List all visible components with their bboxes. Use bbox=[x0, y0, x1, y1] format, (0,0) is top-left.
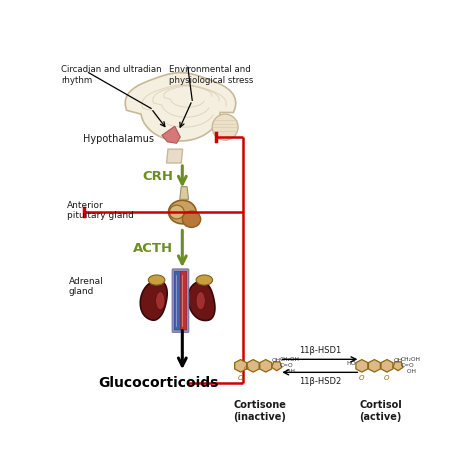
Ellipse shape bbox=[148, 275, 165, 285]
FancyBboxPatch shape bbox=[181, 271, 187, 330]
Text: Cortisol
(active): Cortisol (active) bbox=[359, 400, 402, 422]
Polygon shape bbox=[125, 73, 236, 141]
Ellipse shape bbox=[182, 211, 201, 227]
Ellipse shape bbox=[212, 114, 238, 140]
Ellipse shape bbox=[170, 205, 184, 219]
Text: Environmental and
physiological stress: Environmental and physiological stress bbox=[169, 65, 254, 85]
Polygon shape bbox=[166, 149, 182, 163]
Text: 11β-HSD1: 11β-HSD1 bbox=[299, 346, 341, 355]
Text: Hypothalamus: Hypothalamus bbox=[83, 133, 154, 143]
Polygon shape bbox=[368, 360, 380, 372]
Polygon shape bbox=[140, 281, 167, 320]
Polygon shape bbox=[393, 362, 403, 371]
Text: Glucocorticoids: Glucocorticoids bbox=[98, 376, 218, 390]
Ellipse shape bbox=[196, 275, 213, 285]
Text: CRH: CRH bbox=[142, 170, 173, 183]
Ellipse shape bbox=[169, 200, 196, 224]
Polygon shape bbox=[188, 281, 215, 321]
Polygon shape bbox=[180, 187, 189, 199]
Text: O: O bbox=[238, 375, 243, 381]
Ellipse shape bbox=[155, 291, 165, 310]
Polygon shape bbox=[272, 362, 282, 371]
Text: O: O bbox=[384, 375, 390, 381]
FancyBboxPatch shape bbox=[174, 271, 181, 330]
Polygon shape bbox=[356, 360, 368, 372]
Text: O: O bbox=[243, 367, 248, 371]
Polygon shape bbox=[260, 360, 272, 372]
Text: O: O bbox=[359, 375, 365, 381]
FancyBboxPatch shape bbox=[172, 269, 189, 333]
Text: ACTH: ACTH bbox=[133, 242, 173, 255]
Text: Anterior
pituitary gland: Anterior pituitary gland bbox=[66, 201, 134, 220]
Polygon shape bbox=[381, 360, 393, 372]
Text: Cortisone
(inactive): Cortisone (inactive) bbox=[233, 400, 286, 422]
Polygon shape bbox=[162, 126, 180, 143]
Polygon shape bbox=[235, 360, 246, 372]
Text: CH₂OH
C=O
 OH: CH₂OH C=O OH bbox=[401, 357, 421, 375]
Text: OH: OH bbox=[393, 358, 402, 363]
Text: 11β-HSD2: 11β-HSD2 bbox=[299, 376, 341, 386]
Text: HO: HO bbox=[346, 361, 356, 367]
Text: CH₂OH
C=O
 OH: CH₂OH C=O OH bbox=[280, 357, 300, 375]
Polygon shape bbox=[247, 360, 259, 372]
Text: Circadian and ultradian
rhythm: Circadian and ultradian rhythm bbox=[61, 65, 162, 85]
Ellipse shape bbox=[196, 291, 205, 310]
Text: Adrenal
gland: Adrenal gland bbox=[68, 276, 103, 296]
Text: OH: OH bbox=[272, 358, 281, 363]
